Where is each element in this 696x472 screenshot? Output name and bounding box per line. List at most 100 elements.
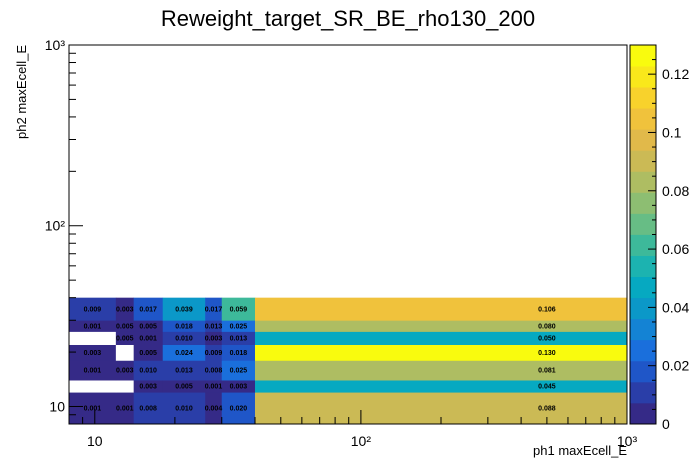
colorbar-segment bbox=[630, 87, 656, 109]
cell-value-label: 0.009 bbox=[84, 306, 102, 313]
cell-value-label: 0.018 bbox=[230, 350, 248, 357]
heatmap-cell bbox=[205, 344, 223, 361]
cell-value-label: 0.003 bbox=[139, 384, 157, 391]
cell-value-label: 0.050 bbox=[538, 336, 556, 343]
colorbar-segment bbox=[630, 297, 656, 320]
heatmap-cell bbox=[69, 320, 117, 332]
cell-value-label: 0.005 bbox=[139, 350, 157, 357]
cell-value-label: 0.020 bbox=[230, 406, 248, 413]
cell-value-label: 0.008 bbox=[139, 406, 157, 413]
cell-value-label: 0.039 bbox=[175, 306, 193, 313]
heatmap-cell bbox=[255, 297, 628, 321]
x-tick-label: 10² bbox=[351, 433, 372, 449]
colorbar-segment bbox=[630, 402, 656, 425]
heatmap-cell bbox=[162, 331, 206, 345]
cell-value-label: 0.045 bbox=[538, 384, 556, 391]
colorbar-segment bbox=[630, 171, 656, 193]
cell-value-label: 0.003 bbox=[116, 306, 134, 313]
cell-value-label: 0.106 bbox=[538, 306, 556, 313]
cell-value-label: 0.013 bbox=[205, 323, 223, 330]
cell-value-label: 0.025 bbox=[230, 323, 248, 330]
colorbar-segment bbox=[630, 213, 656, 235]
cell-value-label: 0.088 bbox=[538, 406, 556, 413]
colorbar-tick-label: 0.08 bbox=[662, 183, 689, 199]
heatmap-cell bbox=[115, 392, 135, 425]
x-tick-label: 10³ bbox=[617, 433, 638, 449]
cell-value-label: 0.010 bbox=[175, 406, 193, 413]
heatmap-cell bbox=[205, 331, 223, 345]
heatmap-cell bbox=[133, 392, 164, 425]
heatmap-cell bbox=[221, 380, 256, 393]
cell-value-label: 0.080 bbox=[538, 323, 556, 330]
heatmap-cell bbox=[255, 380, 628, 393]
colorbar-segment bbox=[630, 192, 656, 214]
colorbar-segment bbox=[630, 339, 656, 362]
colorbar-segment bbox=[630, 66, 656, 88]
heatmap-cell bbox=[162, 360, 206, 381]
heatmap-cell bbox=[69, 344, 117, 361]
cell-value-label: 0.005 bbox=[116, 336, 134, 343]
cell-value-label: 0.001 bbox=[116, 406, 134, 413]
cell-value-label: 0.003 bbox=[84, 350, 102, 357]
heatmap-cell bbox=[255, 344, 628, 361]
heatmap-cell bbox=[133, 344, 164, 361]
colorbar-segment bbox=[630, 381, 656, 404]
y-tick-label: 10³ bbox=[45, 37, 66, 53]
cell-value-label: 0.017 bbox=[139, 306, 157, 313]
heatmap-cell bbox=[162, 297, 206, 321]
heatmap-cell bbox=[69, 297, 117, 321]
y-tick-label: 10 bbox=[49, 398, 65, 414]
heatmap-cell bbox=[221, 297, 256, 321]
cell-value-label: 0.018 bbox=[175, 323, 193, 330]
heatmap-cells bbox=[69, 297, 628, 425]
colorbar-segment bbox=[630, 108, 656, 130]
colorbar-tick-label: 0.02 bbox=[662, 358, 689, 374]
cell-value-label: 0.001 bbox=[139, 336, 157, 343]
colorbar-segment bbox=[630, 45, 656, 67]
cell-value-label: 0.013 bbox=[230, 336, 248, 343]
heatmap-cell bbox=[255, 360, 628, 381]
heatmap-cell bbox=[115, 331, 135, 345]
cell-value-label: 0.130 bbox=[538, 350, 556, 357]
heatmap-cell bbox=[69, 380, 117, 393]
heatmap-cell bbox=[115, 360, 135, 381]
cell-value-label: 0.024 bbox=[175, 350, 193, 357]
chart-title: Reweight_target_SR_BE_rho130_200 bbox=[161, 6, 535, 31]
heatmap-cell-labels: 0.001 0.001 0.008 0.010 0.004 0.020 0.088 0.003… bbox=[84, 306, 556, 412]
cell-value-label: 0.005 bbox=[175, 384, 193, 391]
y-axis: 10 10² 10³ bbox=[45, 37, 83, 425]
cell-value-label: 0.081 bbox=[538, 368, 556, 375]
heatmap-cell bbox=[162, 392, 206, 425]
colorbar-tick-label: 0.1 bbox=[662, 124, 682, 140]
heatmap-cell bbox=[115, 297, 135, 321]
cell-value-label: 0.010 bbox=[139, 368, 157, 375]
cell-value-label: 0.005 bbox=[116, 323, 134, 330]
heatmap-cell bbox=[69, 360, 117, 381]
cell-value-label: 0.003 bbox=[230, 384, 248, 391]
heatmap-cell bbox=[115, 380, 135, 393]
cell-value-label: 0.008 bbox=[205, 368, 223, 375]
cell-value-label: 0.003 bbox=[116, 368, 134, 375]
colorbar-segment bbox=[630, 234, 656, 256]
heatmap-cell bbox=[205, 297, 223, 321]
heatmap-cell bbox=[221, 344, 256, 361]
heatmap-cell bbox=[133, 320, 164, 332]
heatmap-cell bbox=[221, 331, 256, 345]
x-axis: 10 10² 10³ bbox=[68, 410, 638, 449]
heatmap-cell bbox=[162, 344, 206, 361]
cell-value-label: 0.001 bbox=[84, 368, 102, 375]
y-tick-label: 10² bbox=[45, 218, 66, 234]
heatmap-cell bbox=[205, 380, 223, 393]
cell-value-label: 0.017 bbox=[205, 306, 223, 313]
colorbar-tick-label: 0.12 bbox=[662, 66, 689, 82]
heatmap-cell bbox=[115, 344, 135, 361]
heatmap-cell bbox=[205, 320, 223, 332]
x-tick-label: 10 bbox=[87, 433, 103, 449]
heatmap-cell bbox=[221, 392, 256, 425]
heatmap-cell bbox=[255, 320, 628, 332]
cell-value-label: 0.003 bbox=[205, 336, 223, 343]
heatmap-cell bbox=[133, 331, 164, 345]
cell-value-label: 0.059 bbox=[230, 306, 248, 313]
colorbar-segment bbox=[630, 150, 656, 172]
